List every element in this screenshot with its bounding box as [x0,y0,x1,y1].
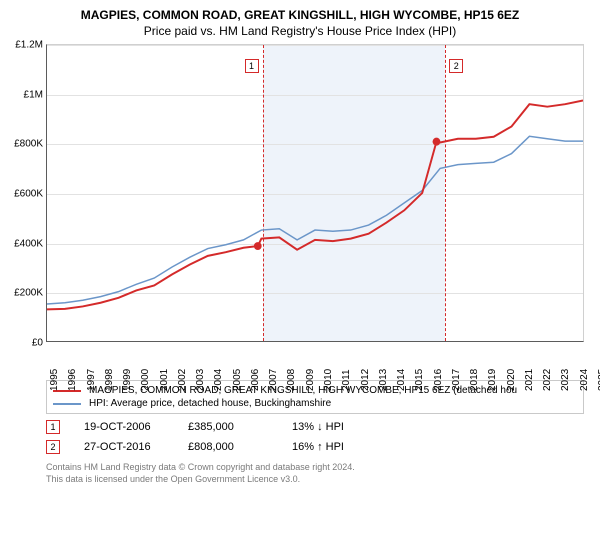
footer-line-2: This data is licensed under the Open Gov… [46,474,584,486]
y-tick-label: £600K [3,189,43,200]
event-hpi: 13% ↓ HPI [292,421,382,433]
x-tick-label: 2023 [560,369,571,391]
x-tick-label: 2017 [451,369,462,391]
x-tick-label: 2020 [506,369,517,391]
event-hpi: 16% ↑ HPI [292,441,382,453]
x-tick-label: 2012 [360,369,371,391]
series-svg [47,45,583,341]
x-tick-label: 2008 [286,369,297,391]
event-row: 2 27-OCT-2016 £808,000 16% ↑ HPI [46,440,584,454]
legend-item: HPI: Average price, detached house, Buck… [53,398,577,409]
footer-line-1: Contains HM Land Registry data © Crown c… [46,462,584,474]
y-tick-label: £400K [3,238,43,249]
x-tick-label: 2010 [323,369,334,391]
event-row: 1 19-OCT-2006 £385,000 13% ↓ HPI [46,420,584,434]
plot-area: £0£200K£400K£600K£800K£1M£1.2M12 [46,44,584,342]
x-tick-label: 2018 [469,369,480,391]
x-tick-label: 1996 [67,369,78,391]
x-tick-label: 2014 [396,369,407,391]
event-num-box: 2 [46,440,60,454]
series-property [47,101,583,310]
event-num-box: 1 [46,420,60,434]
x-tick-label: 2003 [195,369,206,391]
y-tick-label: £800K [3,139,43,150]
chart-titles: MAGPIES, COMMON ROAD, GREAT KINGSHILL, H… [10,8,590,38]
y-tick-label: £0 [3,338,43,349]
x-tick-label: 2009 [305,369,316,391]
y-tick-label: £1.2M [3,40,43,51]
x-tick-label: 2011 [341,369,352,391]
x-tick-label: 2005 [232,369,243,391]
x-tick-label: 2006 [250,369,261,391]
x-tick-label: 2015 [414,369,425,391]
x-tick-label: 1998 [104,369,115,391]
x-tick-label: 2021 [524,369,535,391]
y-tick-label: £1M [3,89,43,100]
footer-attribution: Contains HM Land Registry data © Crown c… [46,462,584,485]
chart-area: £0£200K£400K£600K£800K£1M£1.2M12 1995199… [46,44,584,374]
chart-subtitle: Price paid vs. HM Land Registry's House … [10,24,590,38]
x-tick-label: 2019 [487,369,498,391]
event-date: 27-OCT-2016 [84,441,164,453]
x-tick-label: 1997 [86,369,97,391]
event-price: £808,000 [188,441,268,453]
x-tick-label: 2002 [177,369,188,391]
x-tick-label: 2007 [268,369,279,391]
x-tick-label: 2022 [542,369,553,391]
x-tick-label: 2013 [378,369,389,391]
series-hpi [47,136,583,304]
x-tick-label: 1999 [122,369,133,391]
y-tick-label: £200K [3,288,43,299]
x-tick-label: 2016 [433,369,444,391]
x-tick-label: 2004 [213,369,224,391]
legend-swatch [53,403,81,405]
x-tick-label: 2024 [579,369,590,391]
chart-title: MAGPIES, COMMON ROAD, GREAT KINGSHILL, H… [10,8,590,22]
event-table: 1 19-OCT-2006 £385,000 13% ↓ HPI 2 27-OCT-201… [46,420,584,460]
legend-label: HPI: Average price, detached house, Buck… [89,398,331,409]
x-tick-label: 1995 [49,369,60,391]
event-price: £385,000 [188,421,268,433]
x-tick-label: 2001 [159,369,170,391]
x-tick-label: 2000 [140,369,151,391]
event-date: 19-OCT-2006 [84,421,164,433]
